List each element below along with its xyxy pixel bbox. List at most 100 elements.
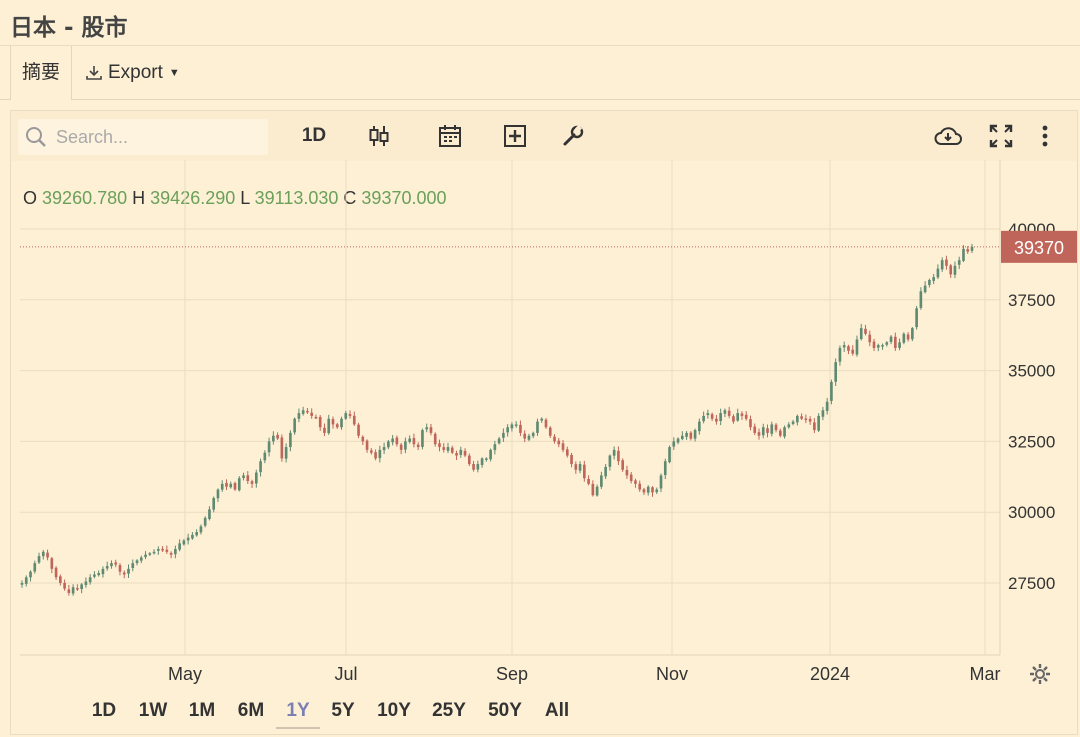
- wrench-icon[interactable]: [558, 121, 588, 151]
- candle: [527, 433, 531, 442]
- candle: [416, 442, 420, 451]
- range-button-5y[interactable]: 5Y: [331, 700, 355, 721]
- candle: [24, 575, 28, 587]
- tab-summary[interactable]: 摘要: [10, 46, 72, 100]
- candle: [497, 436, 501, 445]
- candle: [966, 246, 970, 254]
- candle: [830, 379, 833, 405]
- candle: [663, 458, 667, 480]
- range-button-all[interactable]: All: [544, 700, 570, 721]
- candle: [71, 584, 75, 596]
- candle: [340, 416, 343, 430]
- gear-icon[interactable]: [1028, 662, 1052, 686]
- candle: [493, 440, 497, 455]
- candle: [825, 397, 829, 415]
- range-button-6m[interactable]: 6M: [237, 700, 265, 721]
- low-label: L: [240, 188, 250, 208]
- search-input[interactable]: [54, 125, 258, 149]
- candle: [698, 418, 701, 435]
- candle: [885, 341, 889, 347]
- candle: [450, 445, 454, 455]
- candle: [220, 480, 224, 492]
- range-button-25y[interactable]: 25Y: [432, 700, 466, 721]
- candle: [893, 332, 897, 351]
- candle: [489, 448, 492, 462]
- candle: [757, 428, 761, 440]
- candle: [327, 414, 331, 435]
- open-label: O: [23, 188, 38, 208]
- candle: [600, 471, 603, 490]
- range-button-1m[interactable]: 1M: [188, 700, 216, 721]
- range-button-1w[interactable]: 1W: [138, 700, 168, 721]
- export-button[interactable]: Export ▼: [84, 46, 180, 100]
- add-indicator-icon[interactable]: [500, 121, 530, 151]
- candle: [395, 435, 399, 447]
- y-tick-label: 32500: [1008, 432, 1055, 451]
- candle: [906, 332, 910, 342]
- candle: [118, 563, 122, 576]
- candle: [250, 479, 254, 489]
- candle: [629, 472, 633, 484]
- candle: [859, 323, 863, 341]
- candle: [259, 458, 262, 477]
- candle: [438, 439, 441, 452]
- candle: [800, 413, 803, 421]
- interval-button[interactable]: 1D: [294, 121, 334, 151]
- candle: [29, 570, 32, 582]
- calendar-icon[interactable]: [435, 121, 465, 151]
- candle: [851, 345, 855, 356]
- candle: [783, 425, 786, 439]
- candle: [638, 480, 642, 492]
- candle: [957, 256, 961, 270]
- candle: [723, 408, 727, 418]
- candle: [778, 428, 782, 438]
- candle: [838, 345, 842, 366]
- candle: [37, 552, 41, 564]
- x-tick-label: Sep: [496, 664, 528, 684]
- candle: [467, 453, 471, 467]
- candle: [787, 422, 791, 429]
- candle: [191, 532, 194, 540]
- x-tick-label: Mar: [970, 664, 1001, 684]
- candlestick-icon[interactable]: [364, 121, 394, 151]
- candle: [178, 539, 181, 552]
- more-vertical-icon[interactable]: [1035, 121, 1055, 151]
- range-button-10y[interactable]: 10Y: [377, 700, 411, 721]
- candle: [608, 454, 612, 471]
- candle: [791, 419, 795, 426]
- candle: [680, 431, 684, 441]
- range-button-1d[interactable]: 1D: [91, 700, 117, 721]
- candle: [216, 488, 220, 502]
- candle: [382, 442, 386, 455]
- candle: [272, 431, 275, 445]
- candle: [67, 584, 71, 596]
- candle: [617, 446, 620, 466]
- cloud-download-icon[interactable]: [931, 121, 965, 151]
- candle: [472, 460, 475, 472]
- candle: [595, 484, 599, 497]
- candle: [455, 450, 458, 461]
- candle: [378, 445, 382, 463]
- candle: [433, 432, 437, 447]
- candle: [923, 281, 927, 294]
- candle: [480, 457, 484, 468]
- range-selector: 1D 1W 1M 6M 1Y 5Y 10Y 25Y 50Y All: [0, 690, 1080, 732]
- candle: [365, 439, 369, 453]
- search-box[interactable]: [18, 119, 268, 155]
- y-tick-label: 30000: [1008, 503, 1055, 522]
- candle: [174, 545, 177, 559]
- candle: [817, 413, 820, 433]
- candle: [131, 559, 135, 572]
- candle: [749, 415, 752, 431]
- range-button-50y[interactable]: 50Y: [488, 700, 522, 721]
- candle: [357, 422, 360, 439]
- candle: [932, 274, 935, 285]
- range-button-1y[interactable]: 1Y: [276, 695, 320, 729]
- candle: [519, 420, 522, 437]
- candle: [152, 549, 156, 555]
- fullscreen-icon[interactable]: [986, 121, 1016, 151]
- candle: [740, 411, 744, 420]
- candle: [374, 449, 377, 461]
- candle: [915, 305, 918, 330]
